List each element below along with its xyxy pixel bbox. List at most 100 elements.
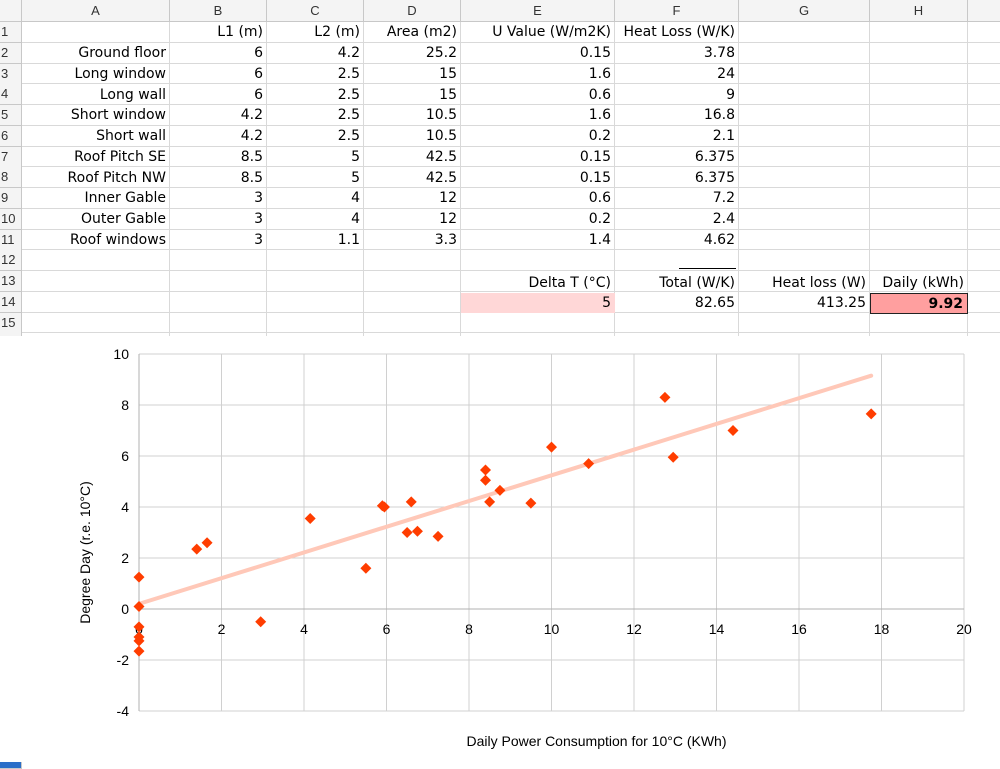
cell-l2[interactable]: 4.2 bbox=[337, 45, 360, 61]
cell-l1[interactable]: 8.5 bbox=[240, 169, 263, 186]
cell-surface[interactable]: Long wall bbox=[99, 86, 166, 103]
cell-surface[interactable]: Inner Gable bbox=[84, 190, 166, 207]
row-header-2[interactable]: 2 bbox=[0, 42, 22, 64]
cell-l2[interactable]: 5 bbox=[351, 148, 360, 165]
cell-surface[interactable]: Short window bbox=[70, 107, 166, 124]
cell-surface[interactable]: Roof windows bbox=[69, 231, 166, 248]
x-tick-label: 14 bbox=[709, 621, 725, 637]
cell-u-value[interactable]: 1.4 bbox=[588, 231, 611, 248]
column-header-d[interactable]: D bbox=[364, 0, 461, 22]
column-header-f[interactable]: F bbox=[615, 0, 739, 22]
cell-heat-loss[interactable]: 3.78 bbox=[703, 45, 735, 61]
data-point bbox=[401, 527, 413, 538]
cell-u-value[interactable]: 0.2 bbox=[588, 211, 611, 227]
cell-l1[interactable]: 3 bbox=[254, 190, 263, 207]
cell-l1[interactable]: 4.2 bbox=[240, 128, 263, 144]
cell-u-value[interactable]: 0.15 bbox=[579, 148, 611, 165]
cell-u-value[interactable]: 1.6 bbox=[588, 107, 611, 124]
cell-surface[interactable]: Ground floor bbox=[78, 45, 166, 61]
delta-t-cell[interactable]: 5 bbox=[461, 293, 615, 313]
cell-heat-loss[interactable]: 6.375 bbox=[694, 169, 735, 186]
data-point bbox=[360, 562, 372, 574]
row-header-1[interactable]: 1 bbox=[0, 22, 22, 43]
cell-heat-loss[interactable]: 2.1 bbox=[712, 128, 735, 144]
cell-heat-loss[interactable]: 6.375 bbox=[694, 148, 735, 165]
row-header-4[interactable]: 4 bbox=[0, 84, 22, 106]
data-point bbox=[525, 497, 537, 509]
heat-loss-cell[interactable]: 413.25 bbox=[817, 295, 866, 311]
column-header-h[interactable]: H bbox=[870, 0, 968, 22]
x-tick-label: 18 bbox=[874, 621, 890, 637]
cell-surface[interactable]: Outer Gable bbox=[80, 211, 166, 227]
cell-heat-loss[interactable]: 2.4 bbox=[712, 211, 735, 227]
cell-l1[interactable]: 3 bbox=[254, 231, 263, 248]
row-header-12[interactable]: 12 bbox=[0, 250, 22, 272]
column-header-c[interactable]: C bbox=[267, 0, 364, 22]
cell-u-value[interactable]: 0.6 bbox=[588, 190, 611, 207]
cell-l1[interactable]: 4.2 bbox=[240, 107, 263, 124]
cell-area[interactable]: 10.5 bbox=[425, 128, 457, 144]
cell-heat-loss[interactable]: 24 bbox=[717, 65, 735, 82]
row-header-6[interactable]: 6 bbox=[0, 125, 22, 147]
row-header-10[interactable]: 10 bbox=[0, 208, 22, 230]
row-header-14[interactable]: 14 bbox=[0, 291, 22, 313]
cell-surface[interactable]: Roof Pitch NW bbox=[67, 169, 166, 186]
row-header-13[interactable]: 13 bbox=[0, 271, 22, 292]
cell-heat-loss[interactable]: 9 bbox=[726, 86, 735, 103]
cell-u-value[interactable]: 0.15 bbox=[579, 45, 611, 61]
cell-l1[interactable]: 8.5 bbox=[240, 148, 263, 165]
cell-surface[interactable]: Roof Pitch SE bbox=[74, 148, 166, 165]
cell-l2[interactable]: 1.1 bbox=[337, 231, 360, 248]
cell-area[interactable]: 42.5 bbox=[425, 148, 457, 165]
cell-u-value[interactable]: 0.6 bbox=[588, 86, 611, 103]
daily-kwh-cell[interactable]: 9.92 bbox=[870, 293, 968, 314]
cell-heat-loss[interactable]: 7.2 bbox=[712, 190, 735, 207]
cell-l1[interactable]: 3 bbox=[254, 211, 263, 227]
column-header-b[interactable]: B bbox=[170, 0, 267, 22]
row-header-5[interactable]: 5 bbox=[0, 105, 22, 126]
cell-surface[interactable]: Short wall bbox=[96, 128, 166, 144]
cell-area[interactable]: 15 bbox=[439, 86, 457, 103]
cell-l2[interactable]: 4 bbox=[351, 190, 360, 207]
data-point bbox=[255, 616, 267, 628]
cell-u-value[interactable]: 0.15 bbox=[579, 169, 611, 186]
column-header-e[interactable]: E bbox=[461, 0, 615, 22]
row-header-3[interactable]: 3 bbox=[0, 63, 22, 85]
cell-surface[interactable]: Long window bbox=[74, 65, 166, 82]
y-tick-label: 2 bbox=[121, 550, 129, 566]
x-tick-label: 20 bbox=[956, 621, 972, 637]
row-header-7[interactable]: 7 bbox=[0, 146, 22, 168]
row-header-11[interactable]: 11 bbox=[0, 229, 22, 251]
cell-area[interactable]: 42.5 bbox=[425, 169, 457, 186]
cell-l1[interactable]: 6 bbox=[254, 86, 263, 103]
cell-area[interactable]: 3.3 bbox=[434, 231, 457, 248]
cell-l2[interactable]: 5 bbox=[351, 169, 360, 186]
scatter-chart[interactable]: -4-2024681002468101214161820Daily Power … bbox=[0, 336, 1000, 762]
cell-l2[interactable]: 2.5 bbox=[337, 128, 360, 144]
cell-l2[interactable]: 4 bbox=[351, 211, 360, 227]
cell-area[interactable]: 12 bbox=[439, 190, 457, 207]
data-point bbox=[133, 635, 145, 647]
cell-heat-loss[interactable]: 16.8 bbox=[703, 107, 735, 124]
cell-u-value[interactable]: 0.2 bbox=[588, 128, 611, 144]
cell-area[interactable]: 25.2 bbox=[425, 45, 457, 61]
cell-l1[interactable]: 6 bbox=[254, 65, 263, 82]
select-all-corner[interactable] bbox=[0, 0, 22, 22]
cell-l2[interactable]: 2.5 bbox=[337, 107, 360, 124]
cell-l2[interactable]: 2.5 bbox=[337, 65, 360, 82]
cell-l2[interactable]: 2.5 bbox=[337, 86, 360, 103]
cell-area[interactable]: 10.5 bbox=[425, 107, 457, 124]
total-cell[interactable]: 82.65 bbox=[694, 295, 735, 311]
data-point bbox=[546, 441, 557, 453]
cell-l1[interactable]: 6 bbox=[254, 45, 263, 61]
cell-u-value[interactable]: 1.6 bbox=[588, 65, 611, 82]
row-header-15[interactable]: 15 bbox=[0, 312, 22, 334]
data-point bbox=[191, 543, 203, 555]
cell-heat-loss[interactable]: 4.62 bbox=[703, 231, 735, 248]
row-header-8[interactable]: 8 bbox=[0, 167, 22, 189]
row-header-9[interactable]: 9 bbox=[0, 188, 22, 209]
cell-area[interactable]: 15 bbox=[439, 65, 457, 82]
column-header-g[interactable]: G bbox=[739, 0, 870, 22]
cell-area[interactable]: 12 bbox=[439, 211, 457, 227]
column-header-a[interactable]: A bbox=[22, 0, 170, 22]
